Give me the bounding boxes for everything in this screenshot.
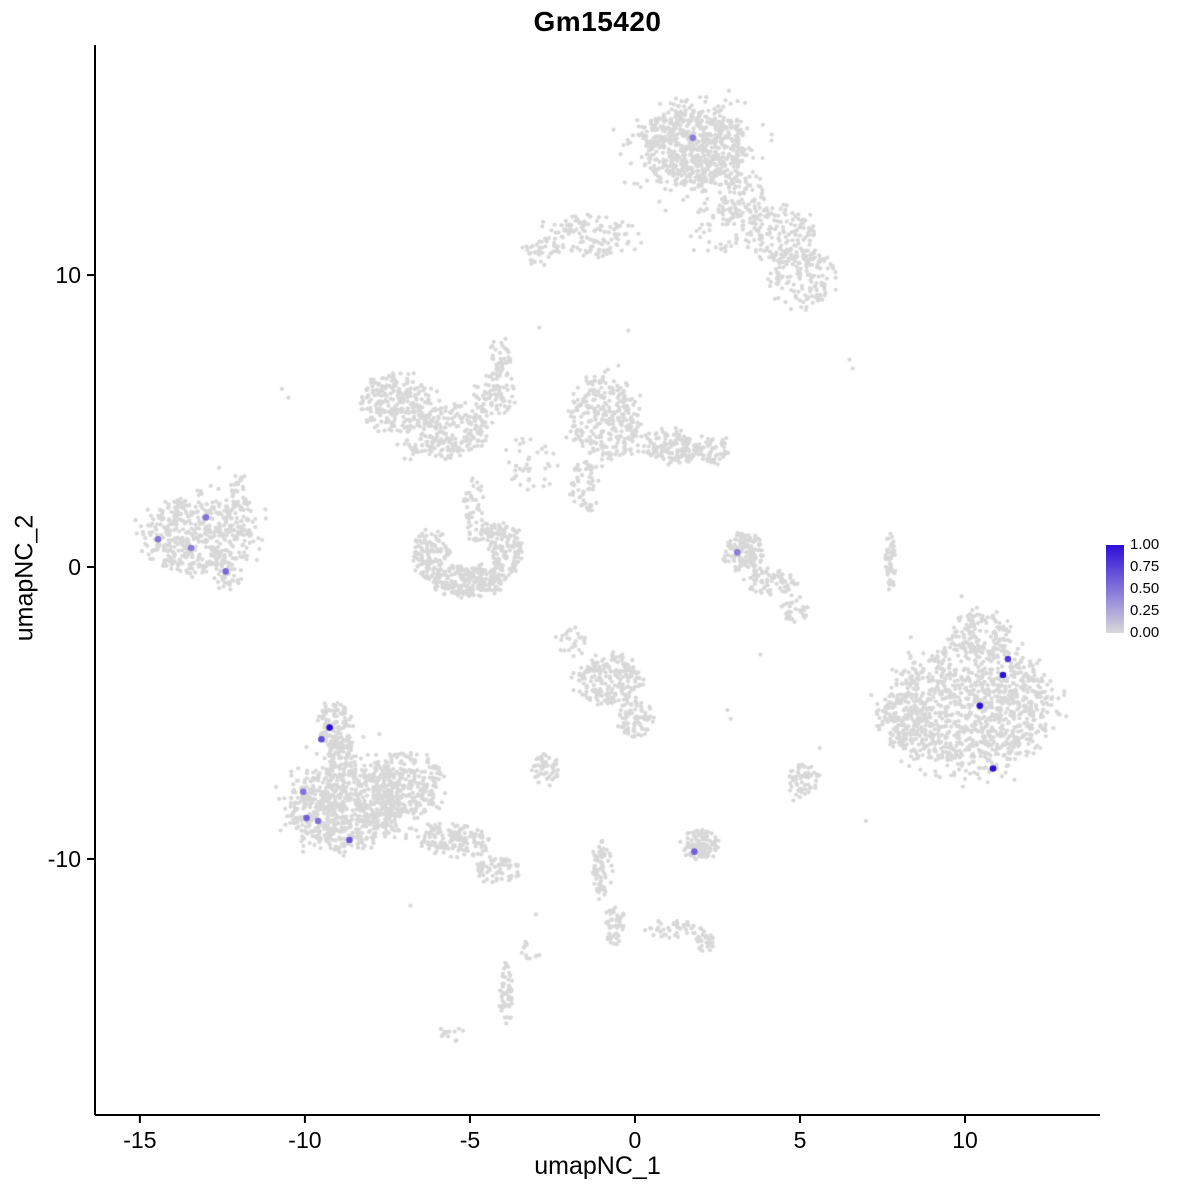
y-tick-label: -10 (48, 846, 81, 872)
legend-tick-labels: 1.00 0.75 0.50 0.25 0.00 (1130, 537, 1190, 641)
legend-tick-label: 1.00 (1130, 536, 1160, 553)
x-tick-label: 10 (952, 1127, 978, 1153)
x-axis-title: umapNC_1 (534, 1152, 661, 1180)
x-tick-label: -10 (288, 1127, 321, 1153)
plot-title: Gm15420 (533, 6, 662, 37)
color-legend: 1.00 0.75 0.50 0.25 0.00 (1106, 537, 1198, 645)
y-tick-label: 0 (68, 554, 81, 580)
x-tick-label: 0 (629, 1127, 642, 1153)
legend-tick-label: 0.00 (1130, 624, 1160, 641)
y-axis-title: umapNC_2 (10, 514, 39, 642)
legend-tick-label: 0.50 (1130, 580, 1160, 597)
legend-tick-label: 0.75 (1130, 558, 1160, 575)
legend-gradient-bar (1106, 545, 1124, 633)
legend-tick-label: 0.25 (1130, 602, 1160, 619)
x-tick-label: -5 (460, 1127, 480, 1153)
x-tick-label: -15 (123, 1127, 156, 1153)
y-tick-label: 10 (55, 262, 81, 288)
x-tick-label: 5 (794, 1127, 807, 1153)
